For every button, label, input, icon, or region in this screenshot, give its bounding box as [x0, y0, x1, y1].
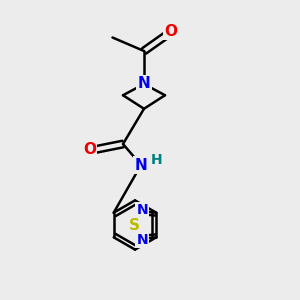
Text: N: N — [138, 76, 150, 92]
Text: N: N — [136, 233, 148, 247]
Text: O: O — [83, 142, 96, 158]
Text: N: N — [135, 158, 147, 172]
Text: S: S — [129, 218, 140, 232]
Text: O: O — [164, 24, 178, 39]
Text: H: H — [151, 153, 162, 166]
Text: N: N — [136, 203, 148, 217]
